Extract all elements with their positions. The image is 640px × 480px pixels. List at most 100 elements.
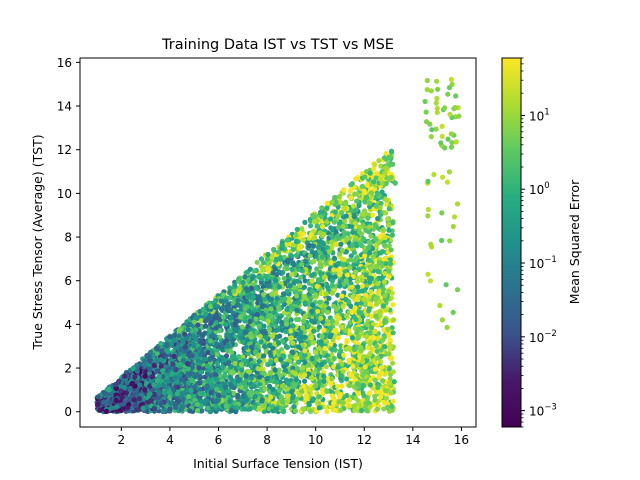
- data-point: [208, 390, 214, 396]
- data-point: [376, 259, 382, 265]
- data-point: [288, 389, 294, 395]
- data-point: [381, 242, 387, 248]
- data-point: [276, 315, 282, 321]
- data-point: [189, 353, 195, 359]
- data-point: [255, 366, 261, 372]
- data-point: [155, 395, 161, 401]
- data-point: [363, 248, 369, 255]
- data-point: [348, 253, 354, 259]
- data-point: [302, 293, 308, 299]
- data-point: [370, 212, 376, 218]
- data-point: [326, 295, 332, 301]
- data-point: [231, 385, 237, 391]
- data-point: [147, 383, 153, 389]
- data-point: [364, 322, 370, 328]
- data-point: [227, 290, 233, 296]
- data-point: [337, 193, 343, 199]
- data-point: [261, 323, 267, 329]
- data-point: [292, 289, 298, 295]
- data-point: [377, 212, 384, 218]
- data-point: [317, 299, 323, 305]
- data-point: [308, 386, 314, 392]
- data-point: [302, 219, 308, 225]
- data-point: [311, 219, 317, 225]
- data-point: [172, 375, 178, 381]
- data-point: [349, 335, 356, 341]
- data-point: [225, 388, 231, 394]
- data-point: [263, 334, 269, 340]
- data-point: [346, 357, 352, 363]
- data-point: [341, 257, 347, 263]
- data-point: [336, 399, 342, 405]
- data-point: [331, 303, 337, 309]
- data-point: [196, 373, 202, 379]
- data-point: [368, 233, 374, 239]
- data-point: [333, 200, 339, 206]
- data-point: [361, 188, 367, 194]
- data-point: [232, 360, 238, 367]
- data-point: [315, 308, 321, 314]
- data-point: [276, 340, 282, 346]
- data-point: [214, 312, 220, 318]
- data-point: [302, 300, 309, 306]
- data-point: [228, 349, 234, 355]
- data-point: [355, 391, 362, 397]
- data-point: [151, 382, 157, 388]
- data-point: [224, 348, 230, 354]
- data-point: [374, 348, 380, 354]
- data-point: [341, 187, 347, 193]
- data-point: [194, 407, 201, 414]
- data-point: [224, 353, 230, 359]
- data-point: [299, 268, 305, 274]
- data-point: [279, 321, 285, 327]
- data-point: [265, 251, 271, 258]
- data-point: [319, 205, 325, 211]
- data-point: [219, 354, 225, 361]
- data-point: [362, 253, 368, 259]
- data-point: [390, 220, 396, 226]
- data-point: [314, 266, 320, 272]
- data-point: [347, 403, 353, 409]
- data-point: [368, 289, 374, 295]
- data-point: [390, 330, 396, 336]
- data-point: [383, 180, 389, 187]
- data-point: [263, 273, 269, 280]
- data-point: [213, 325, 219, 331]
- data-point: [322, 211, 328, 217]
- data-point: [191, 384, 197, 390]
- data-point: [249, 304, 255, 310]
- data-point: [340, 223, 346, 229]
- data-point: [270, 333, 276, 340]
- data-point: [177, 372, 183, 378]
- data-point: [343, 199, 349, 205]
- data-point: [390, 360, 396, 366]
- data-point: [285, 398, 291, 404]
- data-point: [328, 342, 334, 348]
- data-point: [195, 358, 201, 364]
- data-point: [371, 166, 377, 172]
- data-point: [192, 373, 198, 380]
- data-point: [325, 284, 331, 290]
- data-point: [302, 313, 308, 319]
- data-point: [290, 246, 296, 252]
- data-point: [284, 237, 291, 243]
- data-point: [372, 328, 378, 334]
- data-point: [268, 306, 274, 312]
- data-point: [106, 400, 112, 406]
- data-point: [198, 318, 204, 324]
- data-point: [266, 343, 272, 349]
- data-point: [298, 261, 305, 267]
- data-point: [195, 322, 201, 328]
- data-point: [278, 356, 284, 363]
- data-point: [302, 378, 308, 384]
- data-point: [244, 397, 250, 403]
- data-point: [276, 284, 282, 290]
- data-point: [337, 392, 343, 398]
- data-point: [324, 200, 330, 206]
- data-point: [389, 232, 395, 238]
- data-point: [221, 390, 227, 396]
- data-point: [383, 395, 389, 401]
- data-point: [315, 400, 321, 406]
- data-point: [347, 371, 353, 377]
- data-point: [333, 320, 340, 326]
